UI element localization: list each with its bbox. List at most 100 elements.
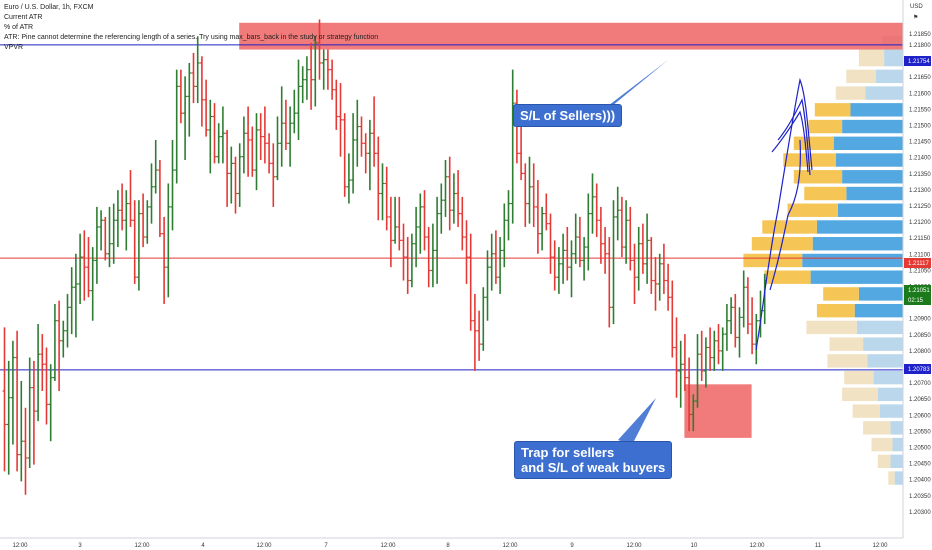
vp-row-down: [842, 387, 878, 402]
ohlc-bar: [275, 116, 280, 181]
ohlc-bar: [2, 327, 7, 472]
trap-zone[interactable]: [684, 384, 752, 438]
ohlc-bar: [170, 139, 175, 231]
ohlc-bar: [485, 250, 490, 321]
ohlc-bar: [472, 293, 477, 371]
indicator-current-atr[interactable]: Current ATR: [4, 14, 43, 21]
ohlc-bar: [443, 160, 448, 217]
ohlc-bar: [241, 116, 246, 174]
ohlc-bar: [733, 293, 738, 348]
drawings-layer[interactable]: [600, 60, 813, 445]
ohlc-bar: [157, 160, 162, 238]
ohlc-bar: [321, 49, 326, 90]
bell-icon[interactable]: ⚑: [913, 14, 918, 21]
price-tag[interactable]: [904, 56, 931, 66]
price-tick-label: 1.21150: [909, 236, 931, 242]
ohlc-bar: [502, 203, 507, 268]
ohlc-bar: [741, 270, 746, 328]
price-tick-label: 1.21300: [909, 188, 931, 194]
ohlc-bar: [569, 240, 574, 298]
ohlc-bar: [145, 200, 150, 244]
ohlc-bar: [141, 193, 146, 248]
ohlc-bar: [552, 240, 557, 291]
callout-trap[interactable]: Trap for sellers and S/L of weak buyers: [514, 441, 673, 479]
ohlc-bar: [451, 173, 456, 224]
hand-drawn-stroke[interactable]: [755, 77, 813, 351]
ohlc-bar: [178, 69, 183, 124]
ohlc-bar: [645, 213, 650, 284]
ohlc-bar: [699, 330, 704, 381]
price-tick-label: 1.21450: [909, 140, 931, 146]
ohlc-bar: [107, 206, 112, 268]
ohlc-bar: [220, 106, 225, 164]
symbol-title[interactable]: Euro / U.S. Dollar, 1h, FXCM: [4, 4, 94, 11]
price-axis-bg: [903, 0, 932, 550]
vp-row-up: [833, 136, 903, 150]
ohlc-bar: [640, 223, 645, 274]
vp-row-up: [810, 270, 903, 284]
ohlc-bar: [414, 206, 419, 268]
ohlc-bar: [384, 166, 389, 231]
ohlc-bar: [313, 36, 318, 107]
horizontal-lines[interactable]: [0, 44, 903, 371]
vp-row-down: [846, 69, 876, 84]
ohlc-bar: [586, 193, 591, 271]
price-tick-label: 1.21500: [909, 124, 931, 130]
ohlc-bar: [540, 206, 545, 251]
indicator-percent-atr[interactable]: % of ATR: [4, 24, 34, 31]
time-tick-label: 12:00: [12, 543, 28, 549]
price-tag[interactable]: [904, 258, 931, 268]
ohlc-bar: [304, 56, 309, 100]
time-tick-label: 8: [446, 543, 450, 549]
time-axis[interactable]: 12:00 3 12:00 4 12:00 7 12:00 8 12:00 9 12:00 10 12:…: [0, 537, 903, 550]
ohlc-bar: [548, 213, 553, 274]
ohlc-bar: [657, 253, 662, 301]
ohlc-bar: [162, 216, 167, 304]
ohlc-bar: [695, 334, 700, 408]
price-tag[interactable]: [904, 295, 931, 305]
ohlc-bar: [237, 143, 242, 207]
price-tag-label: 1.21754: [908, 59, 930, 65]
ohlc-bar: [750, 297, 755, 355]
ohlc-bar: [363, 133, 368, 174]
vp-row-up: [856, 320, 903, 335]
vp-row-up: [877, 387, 903, 402]
ohlc-bar: [561, 233, 566, 284]
callout-sellers-sl[interactable]: S/L of Sellers))): [513, 104, 623, 127]
vp-row-up: [894, 471, 903, 485]
ohlc-bar: [86, 237, 91, 298]
indicator-atr-error[interactable]: ATR: Pine cannot determine the referenci…: [4, 34, 379, 41]
ohlc-bar: [149, 163, 154, 224]
time-tick-label: 4: [201, 543, 205, 549]
ohlc-bar: [204, 79, 209, 137]
vp-row-up: [892, 437, 903, 452]
hand-drawn-stroke[interactable]: [777, 98, 811, 176]
vp-row-down: [814, 103, 851, 117]
ohlc-bar: [682, 334, 687, 392]
ohlc-bar: [52, 303, 57, 381]
price-axis[interactable]: USD⚑1.218501.218001.217001.216501.216001…: [902, 0, 932, 550]
price-tick-label: 1.21100: [909, 252, 931, 258]
ohlc-bar: [44, 347, 49, 425]
ohlc-bar: [460, 196, 465, 251]
indicator-vpvr[interactable]: VPVR: [4, 44, 24, 51]
price-tick-label: 1.21400: [909, 156, 931, 162]
ohlc-bar: [225, 129, 230, 207]
ohlc-bar: [325, 49, 330, 90]
ohlc-bar: [720, 327, 725, 371]
ohlc-bar: [712, 330, 717, 371]
hand-drawn-stroke[interactable]: [771, 110, 809, 173]
price-tag[interactable]: [904, 364, 931, 374]
hand-drawn-stroke[interactable]: [769, 139, 801, 291]
price-tag[interactable]: [904, 285, 931, 295]
price-tick-label: 1.20650: [909, 397, 931, 403]
ohlc-bar: [565, 226, 570, 281]
ohlc-bar: [464, 220, 469, 284]
vp-row-down: [793, 170, 843, 184]
ohlc-bar: [288, 106, 293, 167]
ohlc-bar: [611, 200, 616, 325]
price-tick-label: 1.20450: [909, 462, 931, 468]
price-tick-label: 1.20900: [909, 317, 931, 323]
price-tick-label: 1.20700: [909, 381, 931, 387]
